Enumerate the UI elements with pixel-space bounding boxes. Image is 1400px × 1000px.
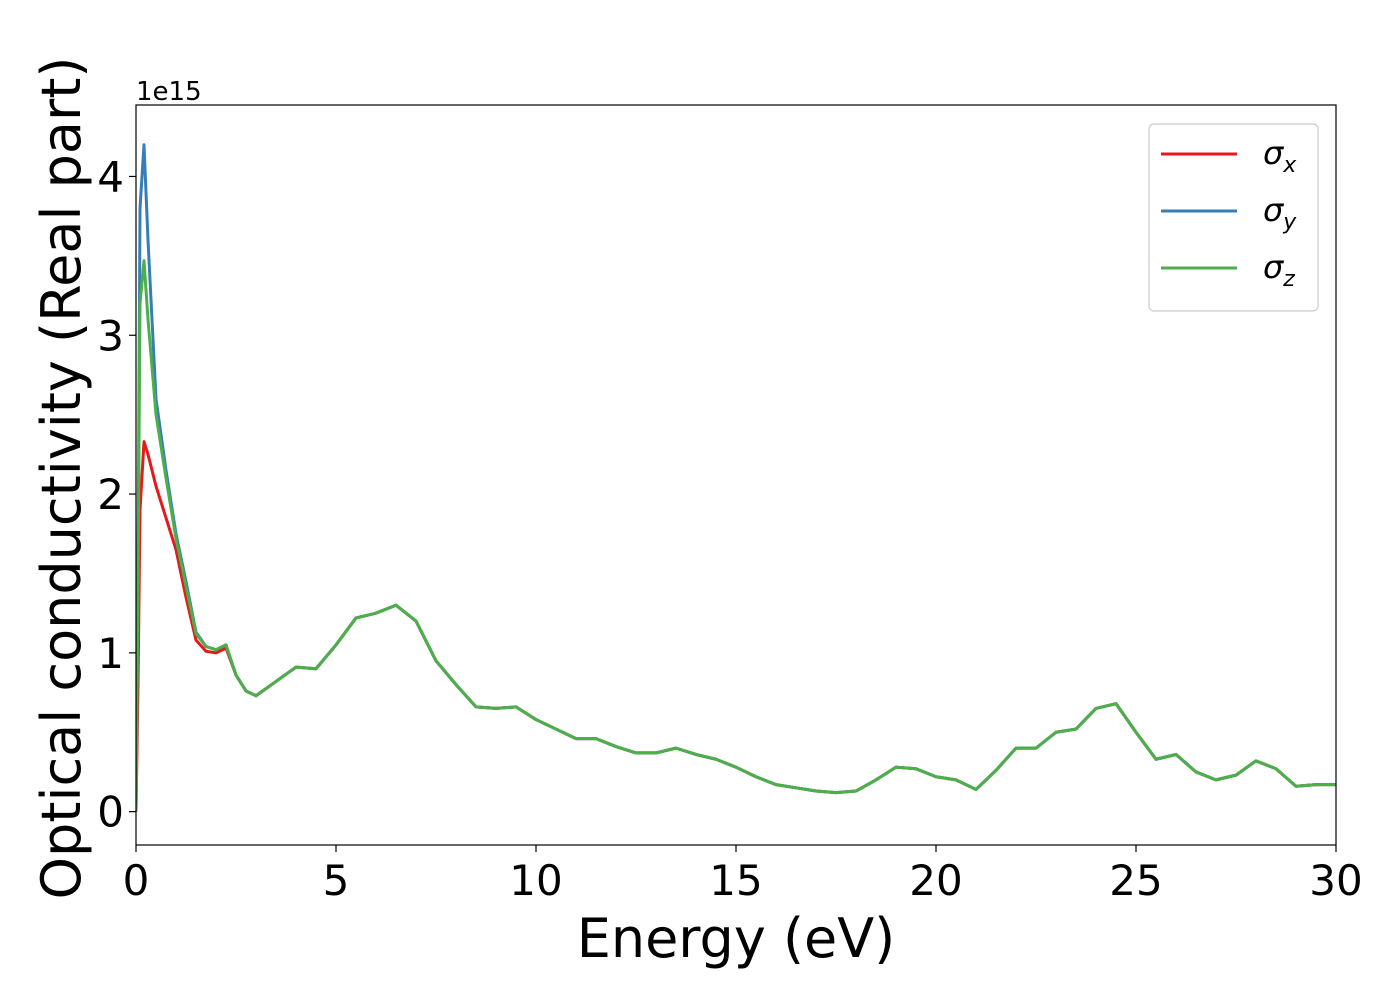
legend-label: σx bbox=[1263, 134, 1297, 178]
y-tick-label: 0 bbox=[97, 788, 124, 837]
y-tick-label: 3 bbox=[97, 311, 124, 360]
series-line bbox=[136, 259, 1336, 812]
x-tick-label: 10 bbox=[509, 856, 562, 905]
y-tick-label: 1 bbox=[97, 629, 124, 678]
x-axis-label: Energy (eV) bbox=[577, 907, 896, 970]
x-tick-label: 15 bbox=[709, 856, 762, 905]
y-axis-label: Optical conductivity (Real part) bbox=[30, 57, 93, 900]
legend-label: σy bbox=[1263, 191, 1297, 235]
x-tick-label: 25 bbox=[1109, 856, 1162, 905]
x-tick-label: 0 bbox=[123, 856, 150, 905]
y-offset-label: 1e15 bbox=[136, 77, 202, 107]
x-tick-label: 30 bbox=[1309, 856, 1362, 905]
legend-box bbox=[1148, 123, 1319, 312]
x-tick-label: 5 bbox=[323, 856, 350, 905]
y-tick-label: 2 bbox=[97, 470, 124, 519]
plot-frame bbox=[135, 104, 1337, 846]
legend-label: σz bbox=[1263, 248, 1295, 292]
y-tick-label: 4 bbox=[97, 152, 124, 201]
x-tick-label: 20 bbox=[909, 856, 962, 905]
